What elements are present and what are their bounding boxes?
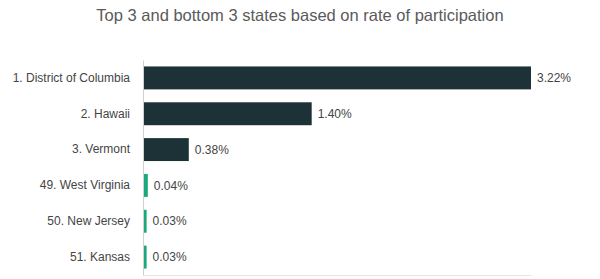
data-label: 0.04%: [154, 179, 188, 193]
data-label: 0.03%: [153, 250, 187, 264]
bar: [143, 138, 189, 161]
title: Top 3 and bottom 3 states based on rate …: [96, 6, 503, 24]
y-tick-label: 1. District of Columbia: [13, 71, 131, 85]
x-axis-line: [144, 275, 532, 276]
bar: [143, 66, 531, 89]
data-labels: 3.22% 1.40% 0.38% 0.04% 0.03% 0.03%: [153, 71, 572, 264]
y-tick: 1. District of Columbia: [13, 71, 143, 85]
chart: Top 3 and bottom 3 states based on rate …: [0, 0, 600, 279]
data-label: 1.40%: [318, 107, 352, 121]
x-axis: [144, 275, 532, 276]
y-tick-label: 49. West Virginia: [40, 178, 131, 192]
bar: [143, 102, 312, 125]
bars: [143, 66, 531, 268]
data-label: 0.38%: [195, 143, 229, 157]
y-axis-line: [143, 61, 144, 276]
y-axis: 1. District of Columbia 2. Hawaii 3. Vermo…: [13, 61, 144, 276]
y-tick: 51. Kansas: [70, 250, 143, 264]
y-tick: 2. Hawaii: [81, 107, 143, 121]
y-tick: 3. Vermont: [72, 142, 143, 156]
y-tick: 49. West Virginia: [40, 178, 143, 192]
y-tick-label: 3. Vermont: [72, 142, 131, 156]
y-tick-label: 51. Kansas: [70, 250, 130, 264]
y-tick-label: 50. New Jersey: [47, 214, 130, 228]
y-tick: 50. New Jersey: [47, 214, 143, 228]
data-label: 3.22%: [537, 71, 571, 85]
y-tick-label: 2. Hawaii: [81, 107, 130, 121]
data-label: 0.03%: [153, 214, 187, 228]
